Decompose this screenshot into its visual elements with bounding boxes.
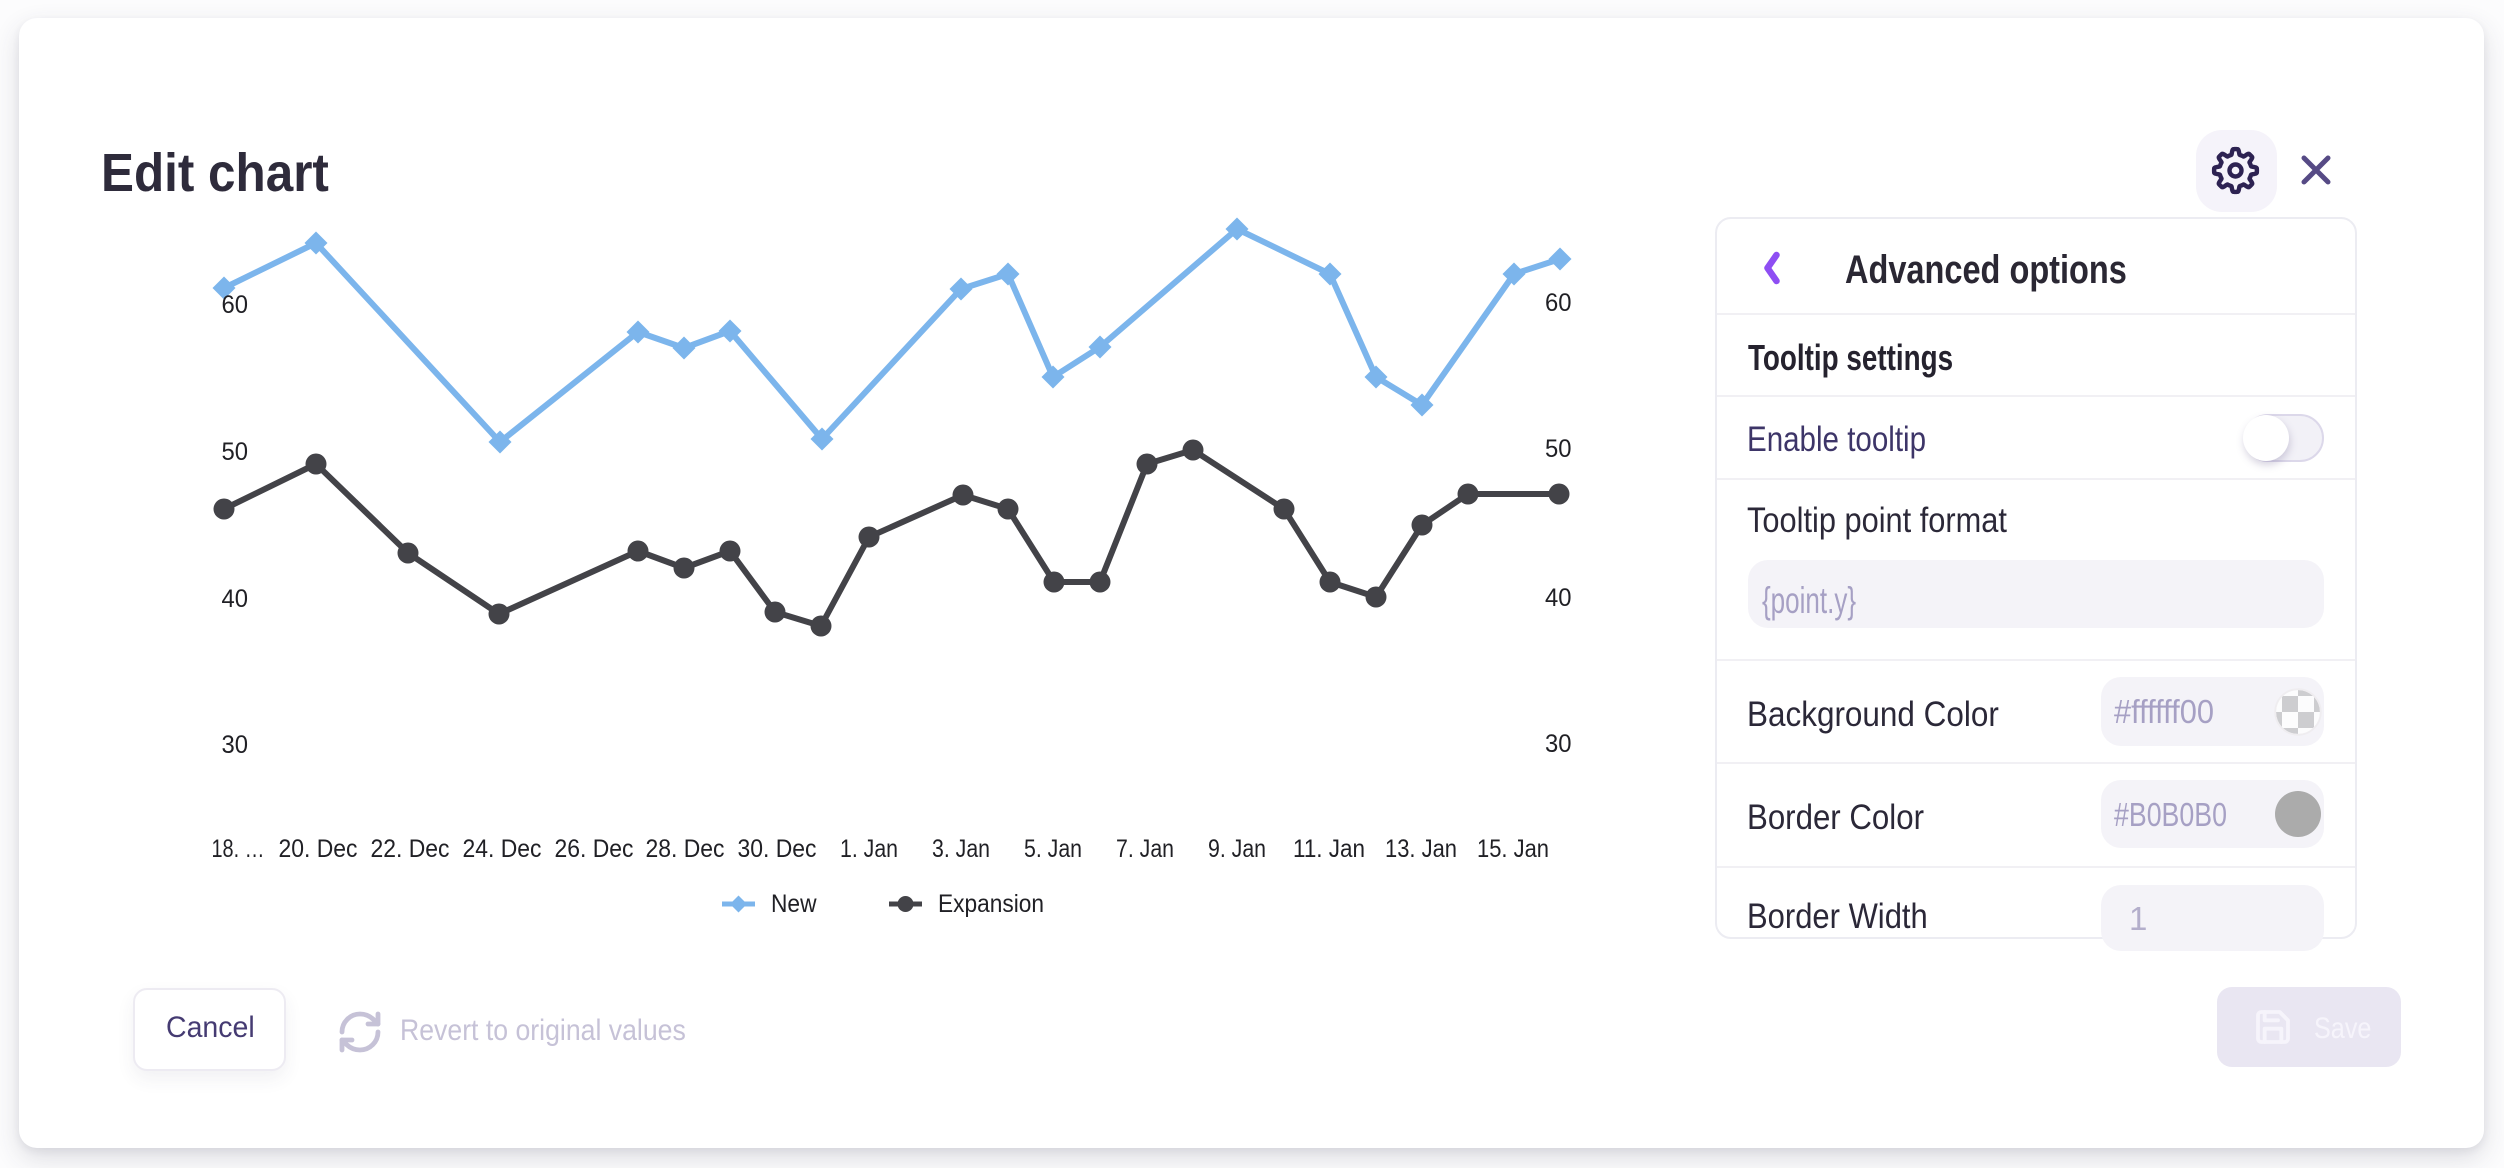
svg-text:40: 40: [222, 585, 249, 613]
svg-text:3. Jan: 3. Jan: [932, 835, 990, 863]
svg-text:24. Dec: 24. Dec: [463, 835, 542, 863]
svg-text:5. Jan: 5. Jan: [1024, 835, 1082, 863]
svg-text:40: 40: [1545, 584, 1572, 612]
svg-text:50: 50: [1545, 435, 1572, 463]
svg-text:15. Jan: 15. Jan: [1477, 835, 1549, 863]
svg-text:60: 60: [222, 291, 249, 319]
svg-text:11. Jan: 11. Jan: [1293, 835, 1365, 863]
svg-text:New: New: [771, 890, 817, 918]
svg-text:30. Dec: 30. Dec: [738, 835, 817, 863]
svg-text:13. Jan: 13. Jan: [1385, 835, 1457, 863]
svg-text:9. Jan: 9. Jan: [1208, 835, 1266, 863]
svg-text:26. Dec: 26. Dec: [555, 835, 634, 863]
svg-text:Expansion: Expansion: [938, 890, 1044, 918]
svg-text:30: 30: [222, 731, 249, 759]
svg-text:18. …: 18. …: [212, 835, 265, 863]
svg-text:30: 30: [1545, 730, 1572, 758]
svg-text:60: 60: [1545, 289, 1572, 317]
svg-text:7. Jan: 7. Jan: [1116, 835, 1174, 863]
svg-text:20. Dec: 20. Dec: [279, 835, 358, 863]
svg-text:22. Dec: 22. Dec: [371, 835, 450, 863]
svg-text:28. Dec: 28. Dec: [646, 835, 725, 863]
svg-text:50: 50: [222, 438, 249, 466]
svg-text:1. Jan: 1. Jan: [840, 835, 898, 863]
